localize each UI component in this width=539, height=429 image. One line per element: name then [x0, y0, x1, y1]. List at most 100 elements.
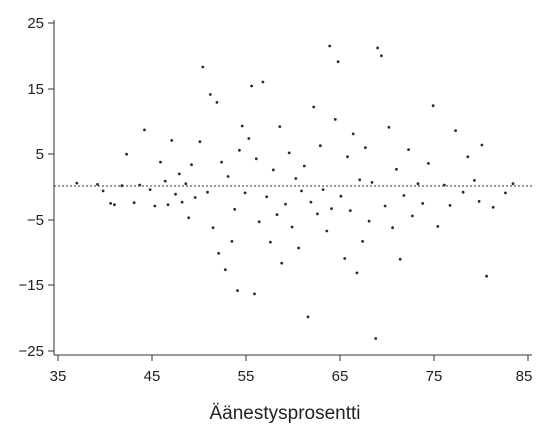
scatter-point: [193, 196, 197, 199]
scatter-point: [436, 225, 440, 228]
scatter-point: [351, 132, 355, 136]
scatter-point: [374, 337, 378, 340]
scatter-point: [316, 212, 319, 216]
scatter-point: [370, 181, 374, 184]
scatter-point: [421, 202, 425, 205]
x-tick-label: 35: [50, 368, 67, 385]
scatter-point: [109, 202, 112, 205]
scatter-point: [287, 151, 291, 155]
scatter-point: [265, 195, 269, 199]
scatter-point: [330, 207, 333, 211]
scatter-point: [398, 257, 402, 261]
scatter-point: [269, 240, 272, 244]
scatter-point: [343, 257, 347, 260]
scatter-point: [250, 84, 254, 88]
y-tick-label: 25: [27, 15, 44, 32]
scatter-point: [96, 183, 99, 186]
scatter-point: [243, 191, 247, 195]
scatter-point: [333, 118, 337, 121]
scatter-point: [226, 175, 230, 178]
scatter-point: [302, 164, 306, 168]
scatter-point: [485, 274, 488, 278]
scatter-point: [355, 271, 359, 275]
scatter-point: [180, 200, 184, 204]
scatter-point: [223, 268, 227, 272]
scatter-point: [339, 194, 343, 198]
y-tick-label: 15: [27, 81, 44, 98]
scatter-point: [166, 203, 170, 207]
scatter-point: [257, 220, 261, 224]
scatter-point: [208, 93, 212, 96]
scatter-point: [364, 146, 367, 150]
scatter-point: [220, 160, 224, 164]
scatter-point: [361, 240, 364, 243]
scatter-point: [336, 60, 340, 64]
scatter-point: [261, 80, 265, 84]
scatter-point: [328, 44, 332, 48]
scatter-point: [174, 192, 177, 196]
scatter-point: [473, 179, 476, 182]
scatter-point: [253, 292, 256, 296]
scatter-point: [236, 289, 239, 292]
scatter-point: [480, 143, 484, 147]
scatter-point: [125, 152, 128, 156]
scatter-point: [306, 315, 310, 319]
scatter-point: [233, 207, 237, 211]
scatter-point: [407, 148, 410, 152]
x-tick-label: 65: [332, 368, 349, 385]
scatter-point: [163, 179, 167, 183]
scatter-point: [247, 137, 251, 140]
x-axis-title: Äänestysprosentti: [209, 403, 360, 424]
scatter-point: [442, 183, 446, 187]
scatter-point: [504, 191, 507, 195]
x-tick-marks: [57, 355, 529, 361]
scatter-point: [211, 226, 215, 230]
scatter-point: [454, 129, 457, 133]
scatter-point: [391, 226, 394, 230]
scatter-point: [120, 184, 124, 188]
scatter-point: [159, 160, 162, 164]
scatter-point: [280, 261, 284, 265]
scatter-point: [215, 101, 219, 104]
y-tick-labels: 25 15 5 −5 −15 −25: [19, 15, 44, 360]
scatter-point: [290, 225, 294, 229]
scatter-point: [367, 219, 371, 223]
scatter-point: [402, 194, 406, 197]
scatter-point: [278, 125, 282, 128]
scatter-point: [411, 214, 414, 218]
scatter-point: [387, 125, 391, 129]
scatter-point: [101, 189, 105, 193]
scatter-point: [431, 104, 435, 108]
scatter-point: [358, 178, 362, 182]
scatter-point: [309, 200, 313, 204]
scatter-point: [138, 183, 142, 187]
scatter-point: [318, 144, 322, 148]
scatter-point: [184, 182, 188, 186]
scatter-point: [217, 251, 221, 255]
scatter-point: [297, 246, 300, 250]
scatter-point: [321, 188, 325, 192]
scatter-point: [201, 65, 205, 69]
scatter-point: [254, 157, 258, 161]
x-tick-label: 45: [144, 368, 161, 385]
scatter-point: [511, 182, 515, 186]
scatter-points: [75, 44, 515, 340]
scatter-point: [170, 139, 174, 142]
scatter-point: [312, 105, 316, 109]
y-tick-label: −25: [19, 343, 44, 360]
scatter-point: [275, 213, 279, 217]
y-tick-label: −5: [27, 212, 44, 229]
scatter-point: [240, 124, 244, 128]
scatter-point: [230, 240, 234, 243]
scatter-point: [466, 155, 470, 159]
y-tick-label: −15: [19, 277, 44, 294]
scatter-point: [325, 229, 329, 233]
scatter-point: [190, 163, 193, 167]
scatter-point: [75, 181, 79, 185]
scatter-point: [177, 172, 181, 176]
scatter-point: [448, 204, 452, 207]
scatter-point: [113, 203, 116, 207]
scatter-point: [395, 167, 398, 171]
scatter-point: [284, 202, 287, 206]
